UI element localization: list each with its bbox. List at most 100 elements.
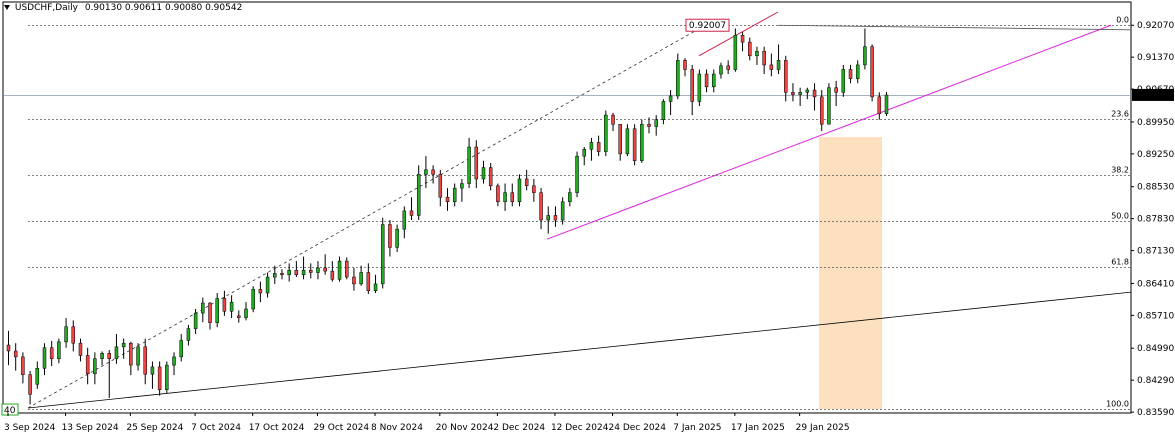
fib-level-label: 50.0 — [1111, 212, 1129, 221]
candle-body — [553, 215, 558, 221]
y-tick-label: 0.86410 — [1137, 279, 1174, 289]
candle-body — [179, 340, 183, 358]
candle-body — [755, 50, 759, 57]
candle-body — [21, 356, 25, 375]
candle-body — [683, 60, 687, 70]
candle-body — [13, 350, 18, 358]
candle-body — [582, 149, 586, 157]
x-tick-label: 25 Sep 2024 — [126, 423, 183, 433]
candle-body — [316, 267, 320, 273]
candle-body — [524, 178, 529, 187]
candle-body — [481, 167, 486, 180]
high-level-line — [777, 24, 1131, 31]
candle-body — [870, 46, 874, 98]
candle-body — [78, 342, 83, 356]
candle-body — [632, 128, 637, 161]
candle-body — [618, 123, 622, 155]
candle-body — [251, 289, 255, 310]
high-marker-box — [685, 18, 730, 32]
candle-body — [237, 315, 241, 318]
fib-level-label: 38.2 — [1111, 166, 1129, 175]
candle-body — [719, 65, 723, 75]
candle-body — [445, 196, 450, 203]
candle-body — [697, 73, 702, 102]
y-tick-label: 0.92070 — [1137, 21, 1174, 31]
fib-zone — [819, 136, 882, 410]
candle-body — [265, 276, 270, 294]
candle-body — [172, 356, 176, 366]
candle-body — [863, 46, 867, 66]
candle-body — [344, 260, 349, 278]
candle-body — [287, 269, 291, 276]
candle-body — [848, 69, 853, 79]
candle-body — [186, 328, 191, 341]
candle-body — [503, 192, 507, 203]
candle-body — [28, 374, 32, 395]
candle-body — [309, 269, 313, 273]
candle-body — [150, 366, 155, 375]
candle-body — [57, 341, 61, 359]
candle-body — [676, 60, 680, 97]
candle-body — [668, 95, 673, 102]
candle-body — [812, 89, 817, 98]
x-tick-label: 7 Oct 2024 — [191, 423, 241, 433]
candle-body — [165, 364, 169, 390]
candle-body — [366, 272, 371, 291]
candle-body — [805, 89, 810, 93]
candle-body — [855, 64, 860, 79]
candle-body — [64, 326, 68, 343]
candle-body — [380, 224, 385, 285]
support-trend-line — [546, 24, 1112, 240]
corner-label: 40 — [4, 406, 16, 416]
high-marker-label: 0.92007 — [689, 21, 726, 31]
y-tick-label: 0.87830 — [1137, 215, 1174, 225]
candle-body — [762, 50, 766, 66]
high-marker: 0.92007 — [685, 18, 730, 32]
fib-level-label: 100.0 — [1106, 400, 1129, 409]
x-tick-label: 3 Sep 2024 — [4, 423, 56, 433]
candle-body — [136, 346, 140, 366]
candle-body — [690, 69, 694, 102]
candle-body — [661, 101, 666, 120]
candle-body — [488, 167, 493, 187]
x-tick-label: 17 Jan 2025 — [731, 423, 785, 433]
candle-body — [604, 114, 608, 152]
candle-body — [539, 192, 543, 221]
candle-body — [93, 358, 97, 375]
y-tick-label: 0.87130 — [1137, 247, 1174, 257]
channel-line — [698, 11, 779, 57]
y-tick-label: 0.88530 — [1137, 183, 1174, 193]
candle-body — [215, 298, 219, 323]
y-tick-label: 0.89950 — [1137, 118, 1174, 128]
y-tick-label: 0.89250 — [1137, 150, 1174, 160]
candle-body — [704, 73, 709, 88]
candle-body — [654, 119, 658, 127]
candle-body — [129, 342, 133, 366]
candle-body — [460, 183, 464, 189]
candle-body — [884, 94, 889, 114]
candle-body — [258, 289, 263, 294]
candle-body — [546, 215, 551, 221]
candle-body — [877, 96, 882, 114]
long-trend-line — [27, 291, 1132, 409]
x-tick-label: 24 Dec 2024 — [609, 423, 667, 433]
y-tick-label: 0.84290 — [1137, 376, 1174, 386]
candle-body — [740, 35, 745, 43]
candle-body — [791, 92, 795, 95]
corner-label-box — [1, 403, 19, 416]
candle-body — [114, 346, 119, 359]
candle-body — [6, 344, 11, 352]
candle-body — [748, 41, 752, 57]
candle-body — [121, 342, 126, 348]
candle-body — [532, 185, 536, 193]
candle-body — [85, 355, 90, 375]
candle-body — [611, 114, 615, 125]
ohlc-values: 0.90130 0.90611 0.90080 0.90542 — [84, 3, 243, 13]
candle-body — [107, 352, 112, 359]
fib-level-label: 0.0 — [1116, 16, 1129, 25]
candle-body — [841, 69, 846, 93]
fib-anchor-line — [27, 24, 707, 409]
y-tick-label: 0.84990 — [1137, 344, 1174, 354]
x-tick-label: 8 Nov 2024 — [371, 423, 423, 433]
candle-body — [712, 73, 716, 88]
